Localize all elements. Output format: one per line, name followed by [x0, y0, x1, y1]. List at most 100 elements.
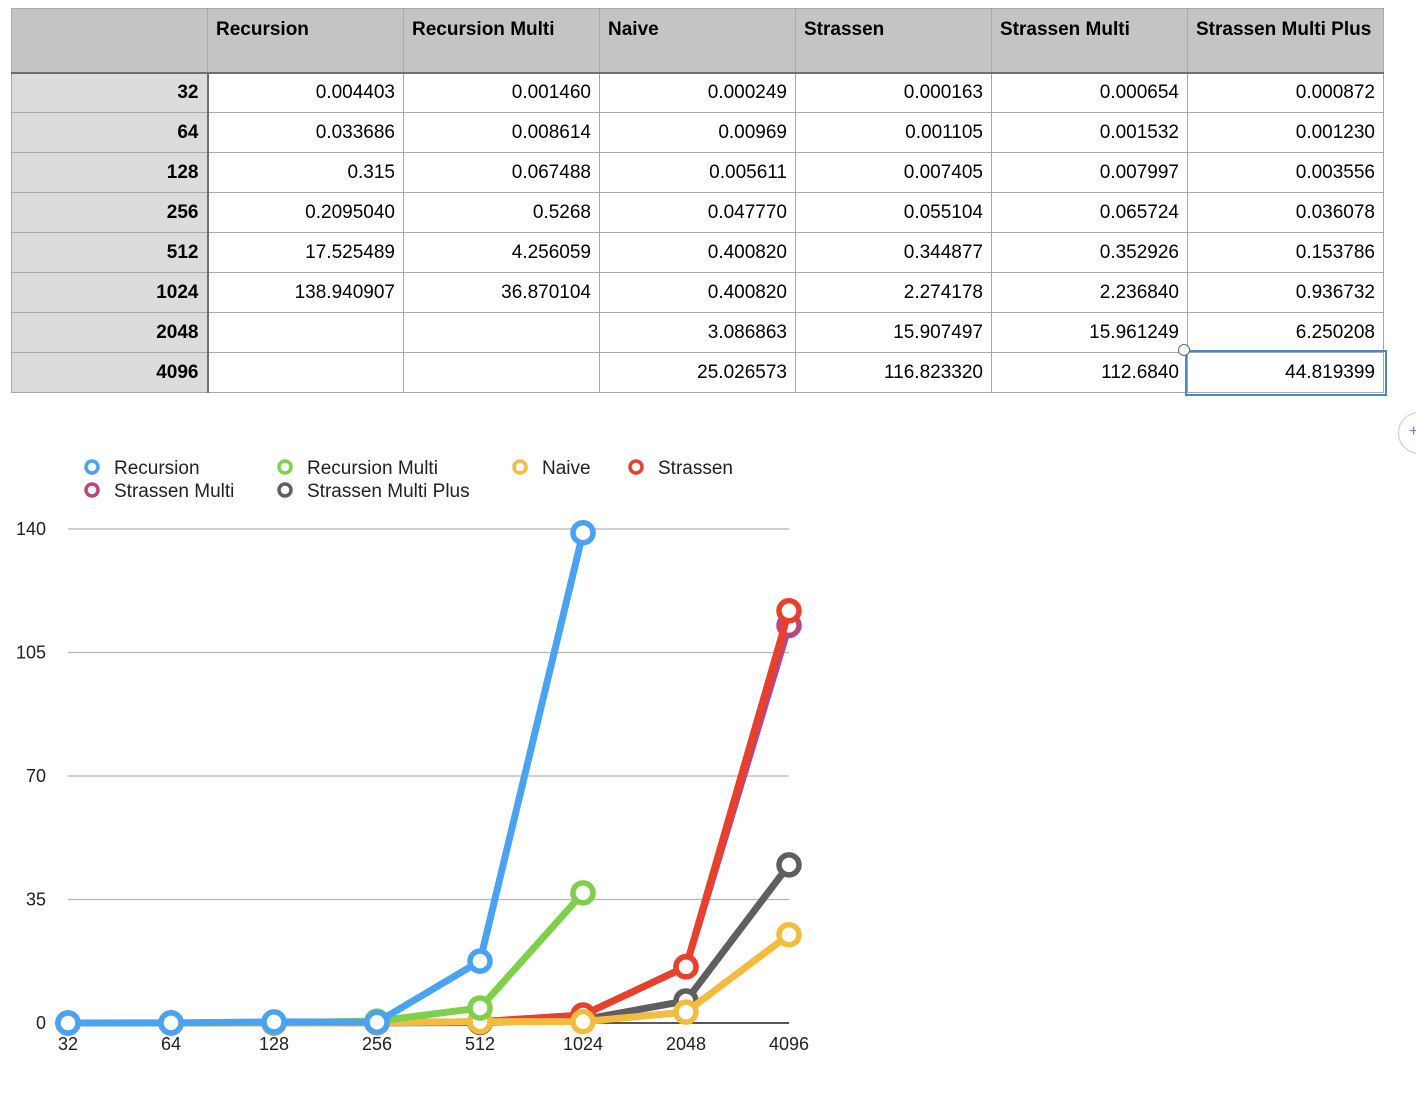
table-cell[interactable]: 0.065724 — [991, 192, 1188, 233]
table-cell[interactable]: 4.256059 — [403, 232, 600, 273]
table-cell[interactable]: 2.236840 — [991, 272, 1188, 313]
table-cell[interactable] — [207, 312, 404, 353]
table-cell[interactable]: 0.352926 — [991, 232, 1188, 273]
line-chart[interactable]: Recursion Recursion Multi Naive Strassen Str… — [0, 440, 830, 1080]
column-header[interactable]: Strassen Multi Plus — [1187, 8, 1384, 74]
table-cell[interactable]: 0.055104 — [795, 192, 992, 233]
legend-label: Naive — [542, 458, 591, 479]
row-header[interactable]: 128 — [11, 152, 209, 193]
column-header[interactable]: Naive — [599, 8, 796, 74]
table-cell[interactable]: 17.525489 — [207, 232, 404, 273]
data-point[interactable] — [776, 598, 802, 624]
table-cell[interactable]: 0.400820 — [599, 272, 796, 313]
data-point[interactable] — [570, 1008, 596, 1035]
table-cell[interactable]: 25.026573 — [599, 352, 796, 393]
legend-label: Strassen Multi Plus — [307, 481, 470, 502]
data-point[interactable] — [364, 1009, 390, 1036]
table-cell[interactable]: 0.000654 — [991, 72, 1188, 113]
table-cell[interactable] — [207, 352, 404, 393]
table-cell[interactable]: 36.870104 — [403, 272, 600, 313]
row-header[interactable]: 64 — [11, 112, 209, 153]
table-cell[interactable]: 0.00969 — [599, 112, 796, 153]
table-cell[interactable]: 0.344877 — [795, 232, 992, 273]
column-header[interactable]: Recursion Multi — [403, 8, 600, 74]
table-cell[interactable]: 0.008614 — [403, 112, 600, 153]
selection-resize-handle[interactable] — [1178, 344, 1190, 356]
data-point[interactable] — [570, 880, 596, 906]
series-recursion[interactable] — [55, 519, 596, 1036]
table-cell[interactable]: 6.250208 — [1187, 312, 1384, 353]
table-cell[interactable]: 0.000872 — [1187, 72, 1384, 113]
column-header[interactable]: Strassen Multi — [991, 8, 1188, 74]
table-cell[interactable]: 0.2095040 — [207, 192, 404, 233]
column-header[interactable]: Recursion — [207, 8, 404, 74]
table-cell[interactable]: 0.936732 — [1187, 272, 1384, 313]
data-point[interactable] — [467, 948, 493, 974]
y-tick-label: 35 — [26, 890, 46, 910]
data-point[interactable] — [776, 921, 802, 948]
row-header[interactable]: 4096 — [11, 352, 209, 393]
x-tick-label: 64 — [161, 1034, 181, 1054]
table-cell[interactable]: 0.001230 — [1187, 112, 1384, 153]
data-point[interactable] — [467, 995, 493, 1021]
row-header[interactable]: 256 — [11, 192, 209, 233]
legend-item[interactable]: Strassen Multi — [84, 481, 234, 502]
table-cell[interactable]: 0.153786 — [1187, 232, 1384, 273]
data-point[interactable] — [55, 1010, 81, 1036]
row-header[interactable]: 32 — [11, 72, 209, 113]
row-header[interactable]: 1024 — [11, 272, 209, 313]
data-point[interactable] — [261, 1009, 287, 1035]
table-cell[interactable]: 3.086863 — [599, 312, 796, 353]
x-tick-label: 32 — [58, 1034, 78, 1054]
legend-marker-icon — [84, 482, 100, 498]
table-cell[interactable]: 0.005611 — [599, 152, 796, 193]
table-cell[interactable] — [403, 352, 600, 393]
table-cell[interactable]: 0.036078 — [1187, 192, 1384, 233]
legend-item[interactable]: Recursion — [84, 458, 200, 479]
y-tick-label: 105 — [16, 643, 46, 663]
table-cell[interactable]: 0.007997 — [991, 152, 1188, 193]
table-cell[interactable]: 0.400820 — [599, 232, 796, 273]
legend-item[interactable]: Strassen — [628, 458, 733, 479]
table-cell[interactable]: 0.001105 — [795, 112, 992, 153]
legend-item[interactable]: Strassen Multi Plus — [277, 481, 470, 502]
table-cell[interactable]: 0.000163 — [795, 72, 992, 113]
x-tick-label: 128 — [259, 1034, 289, 1054]
table-cell[interactable]: 0.033686 — [207, 112, 404, 153]
table-cell[interactable]: 0.000249 — [599, 72, 796, 113]
table-cell[interactable]: 0.315 — [207, 152, 404, 193]
corner-cell[interactable] — [11, 8, 208, 74]
data-point[interactable] — [673, 999, 699, 1025]
add-object-button[interactable]: + — [1398, 412, 1416, 454]
table-cell[interactable]: 0.001460 — [403, 72, 600, 113]
data-point[interactable] — [158, 1010, 184, 1036]
table-cell[interactable]: 2.274178 — [795, 272, 992, 313]
table-cell[interactable]: 116.823320 — [795, 352, 992, 393]
legend-item[interactable]: Naive — [512, 458, 591, 479]
table-cell[interactable]: 0.067488 — [403, 152, 600, 193]
table-cell[interactable]: 112.6840 — [991, 352, 1188, 393]
table-cell[interactable]: 44.819399 — [1184, 349, 1387, 396]
table-cell[interactable]: 15.961249 — [991, 312, 1188, 353]
table-cell[interactable]: 0.003556 — [1187, 152, 1384, 193]
row-header[interactable]: 2048 — [11, 312, 209, 353]
table-cell[interactable]: 0.007405 — [795, 152, 992, 193]
data-point[interactable] — [673, 954, 699, 980]
table-cell[interactable]: 0.001532 — [991, 112, 1188, 153]
data-point[interactable] — [776, 852, 802, 878]
legend-item[interactable]: Recursion Multi — [277, 458, 438, 479]
series-strassen[interactable] — [55, 598, 802, 1036]
x-tick-label: 256 — [362, 1034, 392, 1054]
table-cell[interactable]: 0.047770 — [599, 192, 796, 233]
table-row: 128 0.315 0.067488 0.005611 0.007405 0.007997… — [11, 152, 1384, 193]
table-cell[interactable]: 138.940907 — [207, 272, 404, 313]
column-header[interactable]: Strassen — [795, 8, 992, 74]
chart-legend: Recursion Recursion Multi Naive Strassen Str… — [84, 458, 733, 502]
table-cell[interactable]: 15.907497 — [795, 312, 992, 353]
series-recursion-multi[interactable] — [55, 880, 596, 1036]
table-cell[interactable]: 0.004403 — [207, 72, 404, 113]
row-header[interactable]: 512 — [11, 232, 209, 273]
data-point[interactable] — [570, 519, 596, 546]
table-cell[interactable] — [403, 312, 600, 353]
table-cell[interactable]: 0.5268 — [403, 192, 600, 233]
